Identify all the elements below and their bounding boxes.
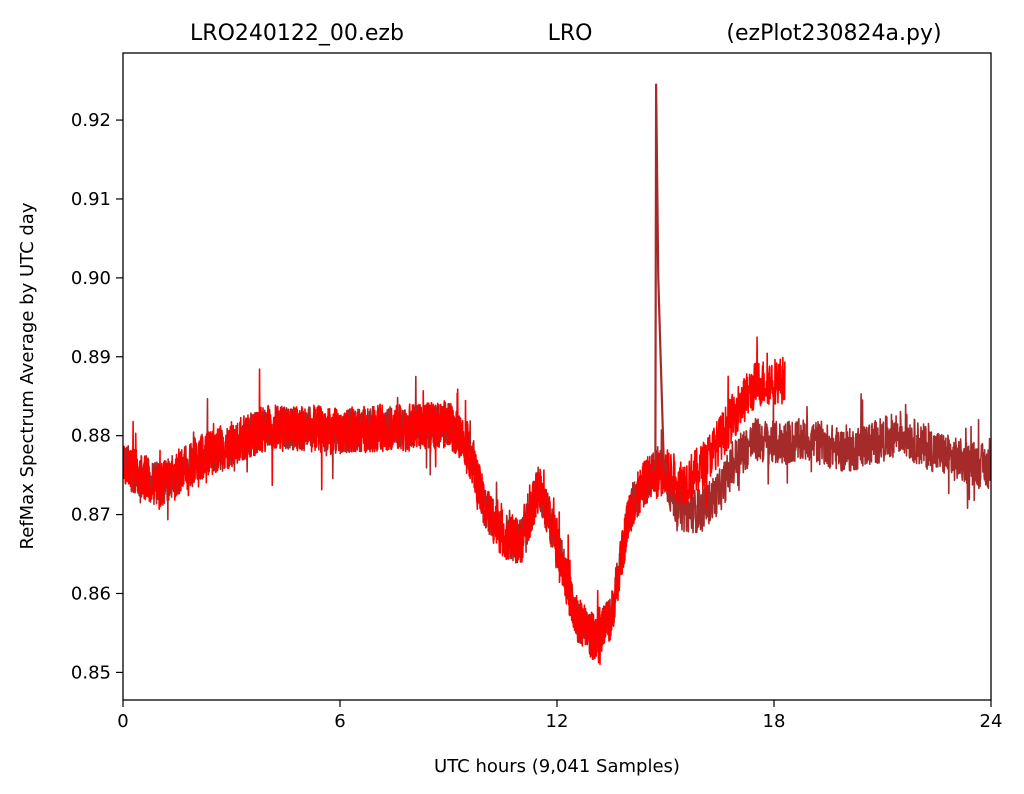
x-axis: 0 6 12 18 24	[117, 700, 1002, 732]
series-line-3	[650, 83, 669, 472]
y-axis-label: RefMax Spectrum Average by UTC day	[17, 202, 38, 549]
title-center: LRO	[548, 21, 593, 46]
x-tick-label: 12	[546, 711, 569, 732]
y-tick-label: 0.90	[71, 268, 111, 289]
x-tick-label: 6	[334, 711, 345, 732]
y-tick-label: 0.85	[71, 662, 111, 683]
series-line-2	[123, 336, 786, 666]
x-tick-label: 18	[763, 711, 786, 732]
y-tick-label: 0.92	[71, 110, 111, 131]
y-tick-label: 0.89	[71, 347, 111, 368]
y-tick-label: 0.91	[71, 189, 111, 210]
y-tick-label: 0.87	[71, 505, 111, 526]
title-left: LRO240122_00.ezb	[190, 21, 404, 46]
x-tick-label: 0	[117, 711, 128, 732]
y-tick-label: 0.88	[71, 426, 111, 447]
title-right: (ezPlot230824a.py)	[726, 21, 941, 46]
y-tick-label: 0.86	[71, 583, 111, 604]
x-tick-label: 24	[980, 711, 1003, 732]
x-axis-label: UTC hours (9,041 Samples)	[434, 756, 680, 777]
y-axis: 0.85 0.86 0.87 0.88 0.89 0.90 0.91 0.92	[71, 110, 123, 683]
series-layer	[123, 83, 991, 666]
